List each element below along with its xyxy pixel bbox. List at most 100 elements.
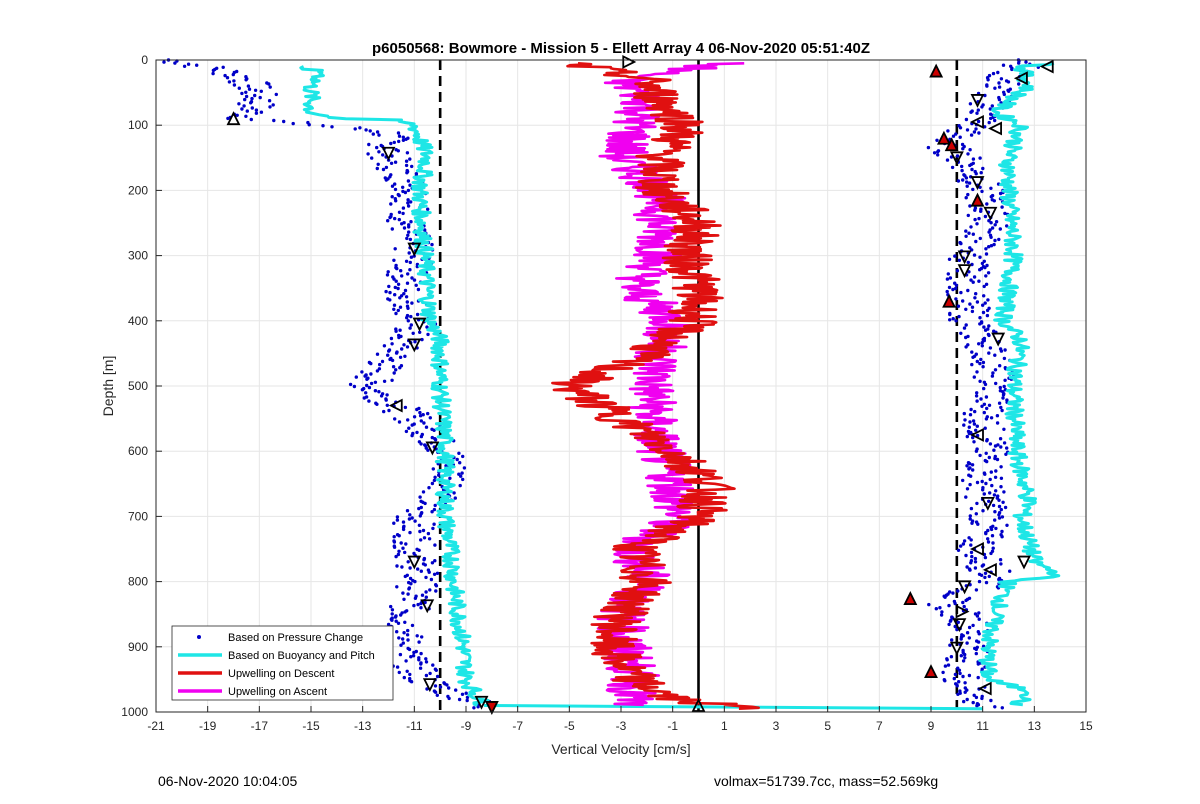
pressure-change-point — [392, 371, 396, 375]
pressure-change-point — [1008, 569, 1012, 573]
pressure-change-point — [967, 625, 972, 630]
pressure-change-point — [393, 615, 398, 619]
pressure-change-point — [964, 323, 968, 327]
pressure-change-point — [434, 668, 438, 672]
pressure-change-point — [980, 564, 984, 568]
pressure-change-point — [410, 164, 414, 169]
pressure-change-point — [952, 676, 956, 681]
pressure-change-point — [983, 575, 987, 580]
pressure-change-point — [969, 225, 973, 229]
pressure-change-point — [398, 328, 402, 332]
pressure-change-point — [401, 591, 405, 595]
x-tick-label: -7 — [512, 719, 523, 733]
pressure-change-point — [267, 99, 272, 103]
pressure-change-point — [994, 381, 998, 386]
pressure-change-point — [388, 215, 392, 220]
pressure-change-point — [971, 700, 975, 705]
pressure-change-point — [409, 680, 414, 684]
pressure-change-point — [968, 482, 972, 487]
grid-lines — [155, 59, 1087, 713]
pressure-change-point — [476, 705, 480, 709]
marker-triangle-down — [957, 580, 972, 595]
pressure-change-point — [973, 409, 977, 414]
pressure-change-point — [982, 410, 986, 415]
pressure-change-point — [972, 130, 977, 134]
pressure-change-point — [390, 358, 395, 363]
pressure-change-point — [406, 592, 410, 596]
pressure-change-point — [412, 650, 416, 655]
pressure-change-point — [413, 340, 417, 344]
pressure-change-point — [395, 515, 400, 519]
pressure-change-point — [422, 536, 427, 540]
pressure-change-point — [987, 574, 991, 579]
x-tick-label: 3 — [773, 719, 780, 733]
pressure-change-point — [977, 611, 981, 615]
pressure-change-point — [348, 382, 353, 387]
pressure-change-point — [407, 251, 411, 255]
pressure-change-point — [387, 408, 391, 413]
pressure-change-point — [968, 517, 972, 521]
pressure-change-point — [980, 479, 984, 484]
pressure-change-point — [395, 585, 399, 589]
pressure-change-point — [974, 394, 979, 398]
pressure-change-point — [978, 453, 982, 458]
pressure-change-point — [385, 403, 389, 407]
legend-swatch-points — [197, 635, 201, 639]
pressure-change-point — [1024, 60, 1028, 64]
pressure-change-point — [949, 655, 954, 659]
pressure-change-point — [1002, 441, 1007, 445]
pressure-change-point — [417, 506, 421, 511]
pressure-change-point — [408, 530, 412, 535]
pressure-change-point — [960, 164, 964, 169]
pressure-change-point — [370, 156, 374, 160]
pressure-change-point — [984, 580, 989, 585]
y-axis-ticks: 0 100 200 300 400 500 600 700 800 900 1000 — [121, 53, 162, 719]
pressure-change-point — [406, 306, 410, 310]
pressure-change-point — [253, 93, 257, 98]
pressure-change-point — [406, 188, 411, 193]
pressure-change-point — [452, 491, 456, 495]
pressure-change-point — [997, 81, 1001, 85]
pressure-change-point — [953, 624, 957, 629]
pressure-change-point — [947, 622, 951, 627]
pressure-change-point — [414, 283, 418, 287]
pressure-change-point — [975, 111, 979, 115]
pressure-change-point — [961, 299, 965, 303]
pressure-change-point — [993, 353, 997, 357]
pressure-change-point — [990, 226, 995, 230]
pressure-change-point — [985, 313, 990, 318]
pressure-change-point — [431, 663, 435, 667]
pressure-change-point — [412, 278, 417, 282]
pressure-change-point — [964, 335, 968, 340]
pressure-change-point — [455, 457, 459, 462]
pressure-change-point — [431, 526, 435, 531]
pressure-change-point — [956, 548, 961, 552]
marker-triangle-up — [903, 591, 918, 605]
pressure-change-point — [959, 544, 963, 548]
pressure-change-point — [977, 131, 981, 135]
pressure-change-point — [412, 415, 417, 419]
pressure-change-point — [975, 704, 979, 708]
pressure-change-point — [970, 262, 974, 267]
pressure-change-point — [981, 360, 986, 365]
pressure-change-point — [975, 501, 979, 506]
pressure-change-point — [974, 428, 978, 432]
y-tick-label: 900 — [128, 640, 148, 654]
x-tick-label: 13 — [1028, 719, 1042, 733]
pressure-change-point — [419, 538, 423, 542]
pressure-change-point — [410, 516, 414, 520]
pressure-change-point — [415, 634, 419, 638]
pressure-change-point — [1010, 67, 1014, 72]
pressure-change-point — [956, 304, 961, 308]
pressure-change-point — [457, 451, 461, 455]
pressure-change-point — [962, 423, 966, 427]
pressure-change-point — [965, 487, 970, 491]
pressure-change-point — [974, 239, 978, 244]
pressure-change-point — [968, 420, 972, 424]
pressure-change-point — [971, 280, 975, 284]
pressure-change-point — [223, 73, 227, 78]
pressure-change-point — [460, 692, 465, 696]
pressure-change-point — [1005, 224, 1009, 228]
pressure-change-point — [999, 445, 1003, 449]
y-tick-label: 600 — [128, 444, 148, 458]
